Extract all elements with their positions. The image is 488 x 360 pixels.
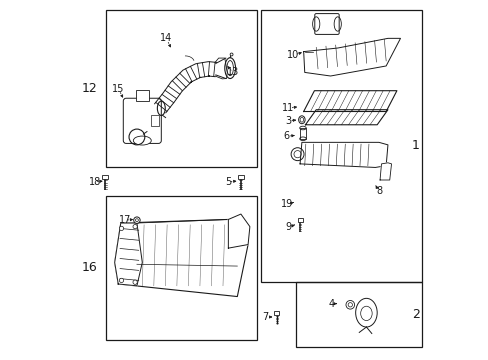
Polygon shape (300, 142, 387, 167)
Polygon shape (379, 163, 391, 180)
Circle shape (133, 280, 137, 284)
FancyBboxPatch shape (314, 14, 339, 35)
Text: 4: 4 (327, 299, 334, 309)
Polygon shape (228, 214, 249, 248)
Text: 5: 5 (225, 177, 231, 187)
Text: 14: 14 (160, 33, 172, 43)
Bar (102, 175, 108, 179)
Bar (106, 10, 257, 167)
Circle shape (230, 53, 233, 56)
Polygon shape (303, 39, 400, 76)
Bar (151, 116, 159, 126)
Text: 9: 9 (285, 222, 291, 232)
Circle shape (133, 225, 137, 229)
Circle shape (119, 278, 123, 283)
Polygon shape (215, 58, 227, 79)
Text: 16: 16 (81, 261, 97, 274)
Bar (299, 128, 305, 139)
Text: 1: 1 (411, 139, 419, 152)
Text: 6: 6 (283, 131, 289, 141)
Bar (297, 219, 302, 222)
Ellipse shape (133, 136, 151, 145)
Text: 19: 19 (280, 199, 292, 210)
Text: 3: 3 (285, 116, 291, 126)
Text: 15: 15 (112, 84, 124, 94)
Text: 7: 7 (262, 312, 268, 322)
Text: 2: 2 (411, 308, 419, 321)
FancyBboxPatch shape (123, 98, 161, 143)
Bar (296, 282, 421, 347)
Polygon shape (303, 91, 396, 112)
Polygon shape (154, 62, 216, 113)
Text: 10: 10 (286, 50, 299, 60)
Circle shape (346, 301, 354, 309)
Polygon shape (305, 110, 387, 125)
Polygon shape (115, 223, 142, 286)
Circle shape (119, 226, 123, 230)
Text: 12: 12 (81, 82, 97, 95)
Bar (274, 311, 279, 315)
Text: 11: 11 (282, 103, 294, 113)
Polygon shape (115, 220, 247, 297)
Text: 13: 13 (226, 67, 239, 77)
Circle shape (133, 217, 140, 224)
Bar (136, 90, 148, 101)
Text: 18: 18 (88, 177, 101, 187)
Bar (260, 10, 421, 282)
Bar (238, 175, 244, 179)
Text: 17: 17 (119, 215, 131, 225)
Text: 8: 8 (375, 186, 381, 197)
Bar (106, 196, 257, 339)
